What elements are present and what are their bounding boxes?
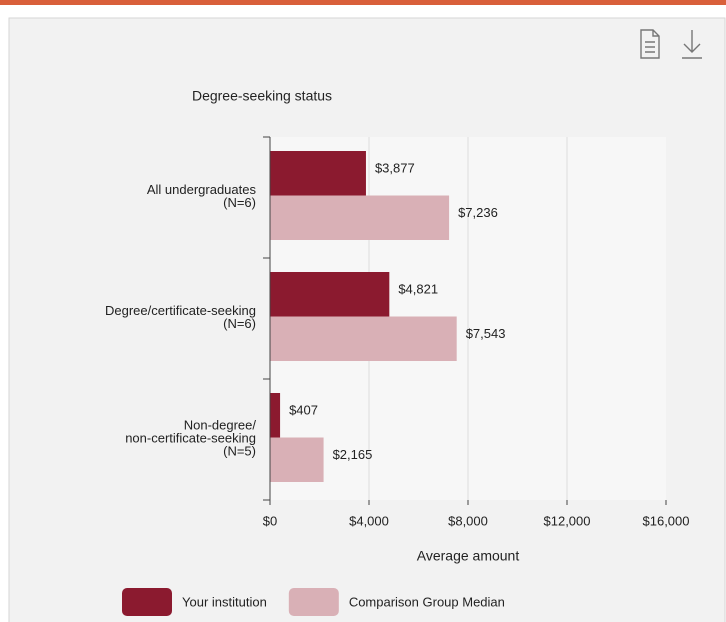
value-label: $407 (289, 402, 318, 417)
chart-title: Degree-seeking status (192, 88, 332, 104)
y-tick-label-line: All undergraduates (147, 182, 257, 197)
y-tick-label-line: Degree/certificate-seeking (105, 303, 256, 318)
value-label: $3,877 (375, 160, 415, 175)
x-tick-label: $0 (263, 513, 277, 528)
y-tick-label: Degree/certificate-seeking (N=6) (105, 303, 256, 331)
document-icon[interactable] (640, 29, 660, 59)
bar (270, 151, 366, 196)
x-tick-label: $16,000 (643, 513, 690, 528)
bar (270, 393, 281, 438)
y-tick-label: All undergraduates (N=6) (147, 182, 257, 210)
legend-label: Your institution (182, 594, 267, 609)
legend-label: Comparison Group Median (349, 594, 505, 609)
legend-swatch (122, 588, 172, 616)
y-tick-label-line: Non-degree/ (184, 418, 257, 433)
x-tick-label: $4,000 (349, 513, 389, 528)
value-label: $7,543 (466, 326, 506, 341)
bar (270, 195, 450, 240)
top-accent (0, 0, 726, 5)
x-tick-label: $8,000 (448, 513, 488, 528)
value-label: $4,821 (398, 281, 438, 296)
x-axis-title: Average amount (417, 548, 520, 564)
y-tick-label-line: (N=5) (223, 444, 256, 459)
x-tick-label: $12,000 (544, 513, 591, 528)
bar (270, 272, 390, 317)
legend-swatch (288, 588, 339, 616)
download-icon[interactable] (682, 30, 702, 59)
y-tick-label-line: (N=6) (223, 316, 256, 331)
bar (270, 316, 457, 361)
y-tick-label-line: non-certificate-seeking (125, 431, 256, 446)
value-label: $7,236 (458, 205, 498, 220)
value-label: $2,165 (333, 447, 373, 462)
bar (270, 437, 324, 482)
y-tick-label: Non-degree/non-certificate-seeking (N=5) (125, 418, 256, 459)
y-tick-label-line: (N=6) (223, 195, 256, 210)
